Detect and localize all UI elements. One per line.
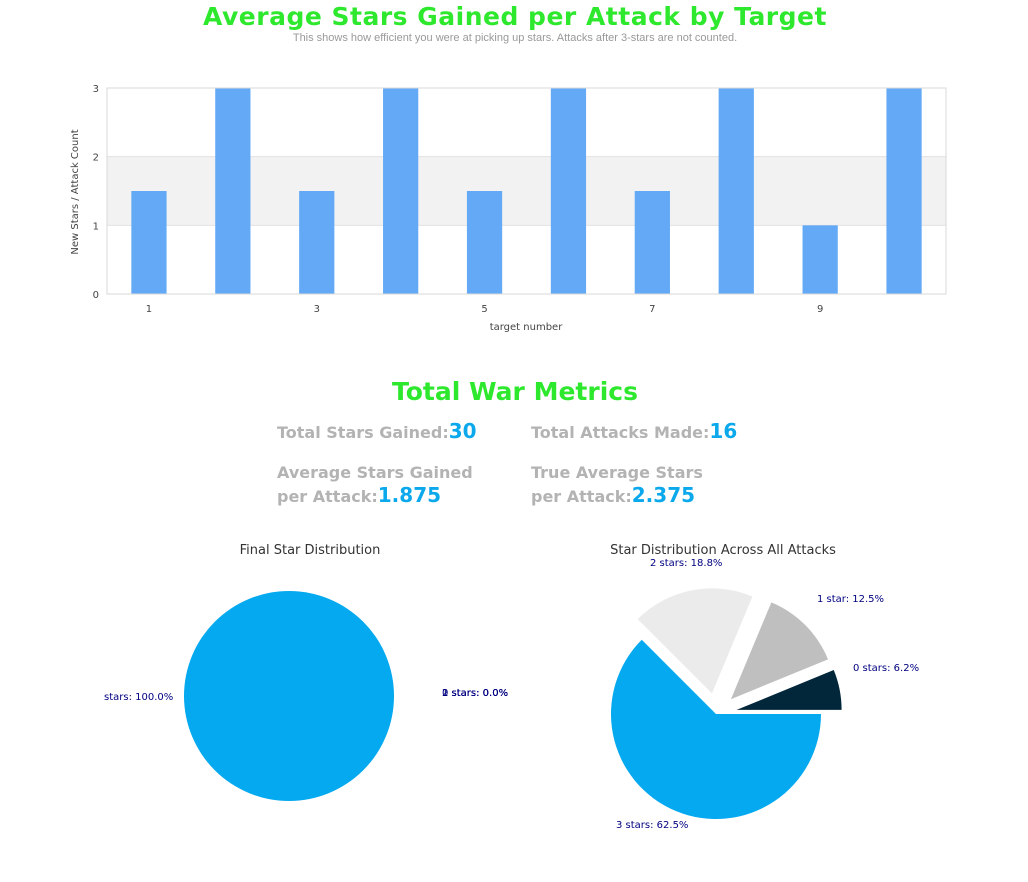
pie-slice-label: 1 star: 12.5% bbox=[817, 594, 884, 605]
bar-chart: 0 1 2 3 1 3 5 7 9 target number New Stars / Att… bbox=[70, 84, 947, 333]
chart-title: Average Stars Gained per Attack by Targe… bbox=[203, 2, 827, 31]
pie-slice bbox=[637, 588, 753, 694]
bar bbox=[802, 225, 838, 294]
bar bbox=[550, 88, 587, 294]
pie2-title: Star Distribution Across All Attacks bbox=[610, 543, 836, 558]
pie-slice-label: 0 stars: 0.0% bbox=[442, 688, 508, 699]
pie-slice bbox=[611, 639, 821, 819]
pie-slice bbox=[736, 670, 842, 710]
total-attacks-value: 16 bbox=[709, 419, 738, 443]
true-avg-value: 2.375 bbox=[631, 483, 696, 507]
avg-stars-label-line2: per Attack: bbox=[277, 487, 378, 506]
plot-frame bbox=[106, 87, 947, 295]
pie-charts: Final Star Distribution stars: 100.0% 1 s… bbox=[104, 543, 919, 831]
bar bbox=[131, 191, 167, 294]
pie-slice-label: 2 stars: 18.8% bbox=[650, 558, 722, 569]
pie-slice bbox=[184, 591, 394, 801]
bar bbox=[383, 88, 419, 294]
bar bbox=[299, 191, 335, 294]
true-avg-metric: True Average Stars per Attack:2.375 bbox=[531, 462, 703, 508]
bar bbox=[215, 88, 251, 294]
y-tick-label: 3 bbox=[93, 84, 99, 95]
true-avg-label-line2: per Attack: bbox=[531, 487, 632, 506]
pie-slice-label: stars: 100.0% bbox=[104, 692, 173, 703]
bar bbox=[718, 88, 754, 294]
total-stars-label: Total Stars Gained: bbox=[277, 423, 449, 442]
pie-slice-label: 0 stars: 6.2% bbox=[853, 663, 919, 674]
pie-slice-label: 2 stars: 0.0% bbox=[442, 688, 508, 699]
total-stars-metric: Total Stars Gained:30 bbox=[277, 420, 477, 444]
pie1-title: Final Star Distribution bbox=[240, 543, 381, 558]
metrics-title: Total War Metrics bbox=[392, 377, 638, 406]
chart-subtitle: This shows how efficient you were at pic… bbox=[292, 32, 738, 44]
y-tick-label: 2 bbox=[93, 153, 99, 164]
x-tick-label: 5 bbox=[481, 304, 487, 315]
avg-stars-value: 1.875 bbox=[377, 483, 442, 507]
y-axis-label: New Stars / Attack Count bbox=[70, 129, 81, 254]
total-attacks-label: Total Attacks Made: bbox=[531, 423, 710, 442]
x-axis-label: target number bbox=[490, 322, 564, 333]
pie-slice-label: 3 stars: 62.5% bbox=[616, 820, 688, 831]
x-tick-label: 7 bbox=[649, 304, 655, 315]
pie-slice bbox=[730, 602, 829, 700]
avg-stars-metric: Average Stars Gained per Attack:1.875 bbox=[277, 462, 473, 508]
bar bbox=[634, 191, 670, 294]
bar bbox=[886, 88, 922, 294]
bar bbox=[466, 191, 503, 294]
pie-slice-label: 1 stars: 0.0% bbox=[442, 688, 508, 699]
total-attacks-metric: Total Attacks Made:16 bbox=[531, 420, 737, 444]
x-tick-label: 1 bbox=[146, 304, 152, 315]
x-tick-label: 9 bbox=[817, 304, 823, 315]
true-avg-label-line1: True Average Stars bbox=[531, 463, 703, 482]
x-tick-label: 3 bbox=[314, 304, 320, 315]
y-tick-label: 1 bbox=[93, 221, 99, 232]
y-tick-label: 0 bbox=[93, 290, 99, 301]
total-stars-value: 30 bbox=[448, 419, 477, 443]
avg-stars-label-line1: Average Stars Gained bbox=[277, 463, 473, 482]
